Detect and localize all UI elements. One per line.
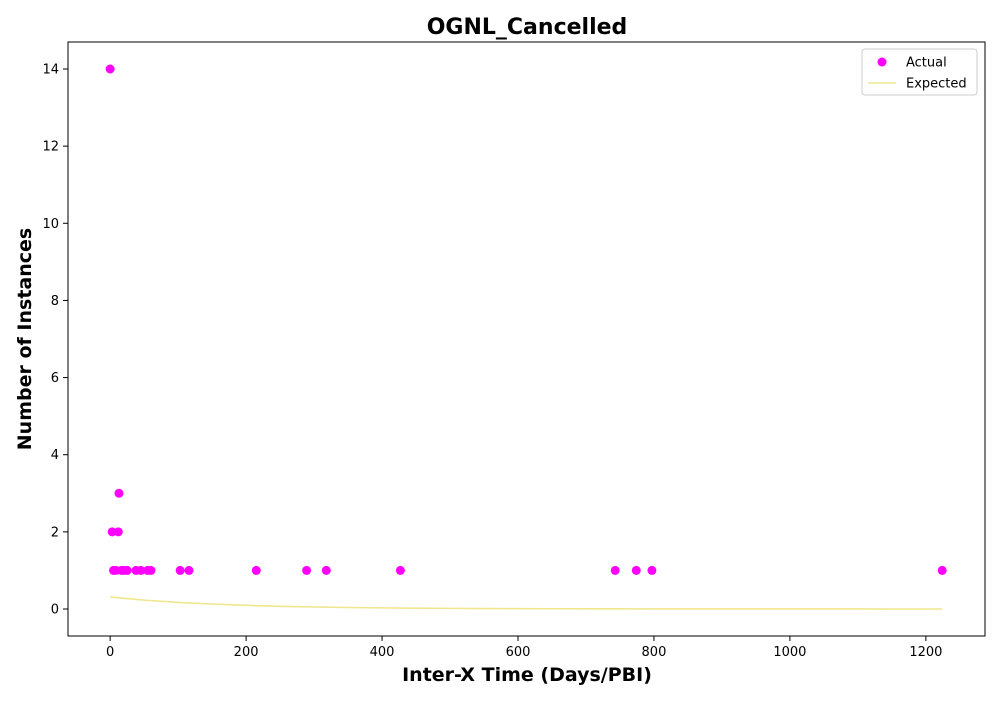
x-tick-label: 1200 [909,645,942,660]
actual-point [937,565,947,575]
actual-point [105,64,115,74]
actual-point [113,527,123,537]
y-tick-label: 8 [51,294,59,309]
legend: Actual Expected [861,48,978,96]
actual-point [610,565,620,575]
y-tick-label: 10 [42,217,59,232]
x-tick-label: 800 [642,645,667,660]
y-tick-label: 12 [42,140,59,155]
x-tick-label: 0 [106,645,114,660]
x-tick-label: 400 [370,645,395,660]
legend-label: Expected [906,77,967,92]
actual-point [114,488,124,498]
actual-point [395,565,405,575]
actual-point [136,565,146,575]
legend-actual-marker [877,57,887,67]
expected-line [110,596,943,610]
y-axis-label: Number of Instances [14,228,36,450]
plot-area: 0 200 400 600 800 1000 1200 0 2 4 6 8 10 12 14 [42,41,986,660]
actual-point [175,565,185,575]
x-tick-label: 1000 [773,645,806,660]
actual-point [647,565,657,575]
actual-point [321,565,331,575]
x-tick-label: 200 [234,645,259,660]
actual-point [251,565,261,575]
axes-frame [67,41,986,637]
x-axis-label: Inter-X Time (Days/PBI) [402,664,652,686]
actual-point [146,565,156,575]
actual-point [184,565,194,575]
chart-title: OGNL_Cancelled [427,15,628,40]
y-tick-label: 0 [51,603,59,618]
actual-point [302,565,312,575]
legend-label: Actual [906,56,947,71]
actual-point [631,565,641,575]
y-tick-label: 6 [51,371,59,386]
x-tick-label: 600 [506,645,531,660]
y-tick-label: 4 [51,448,59,463]
y-tick-label: 2 [51,525,59,540]
actual-point [122,565,132,575]
y-tick-label: 14 [42,63,59,78]
